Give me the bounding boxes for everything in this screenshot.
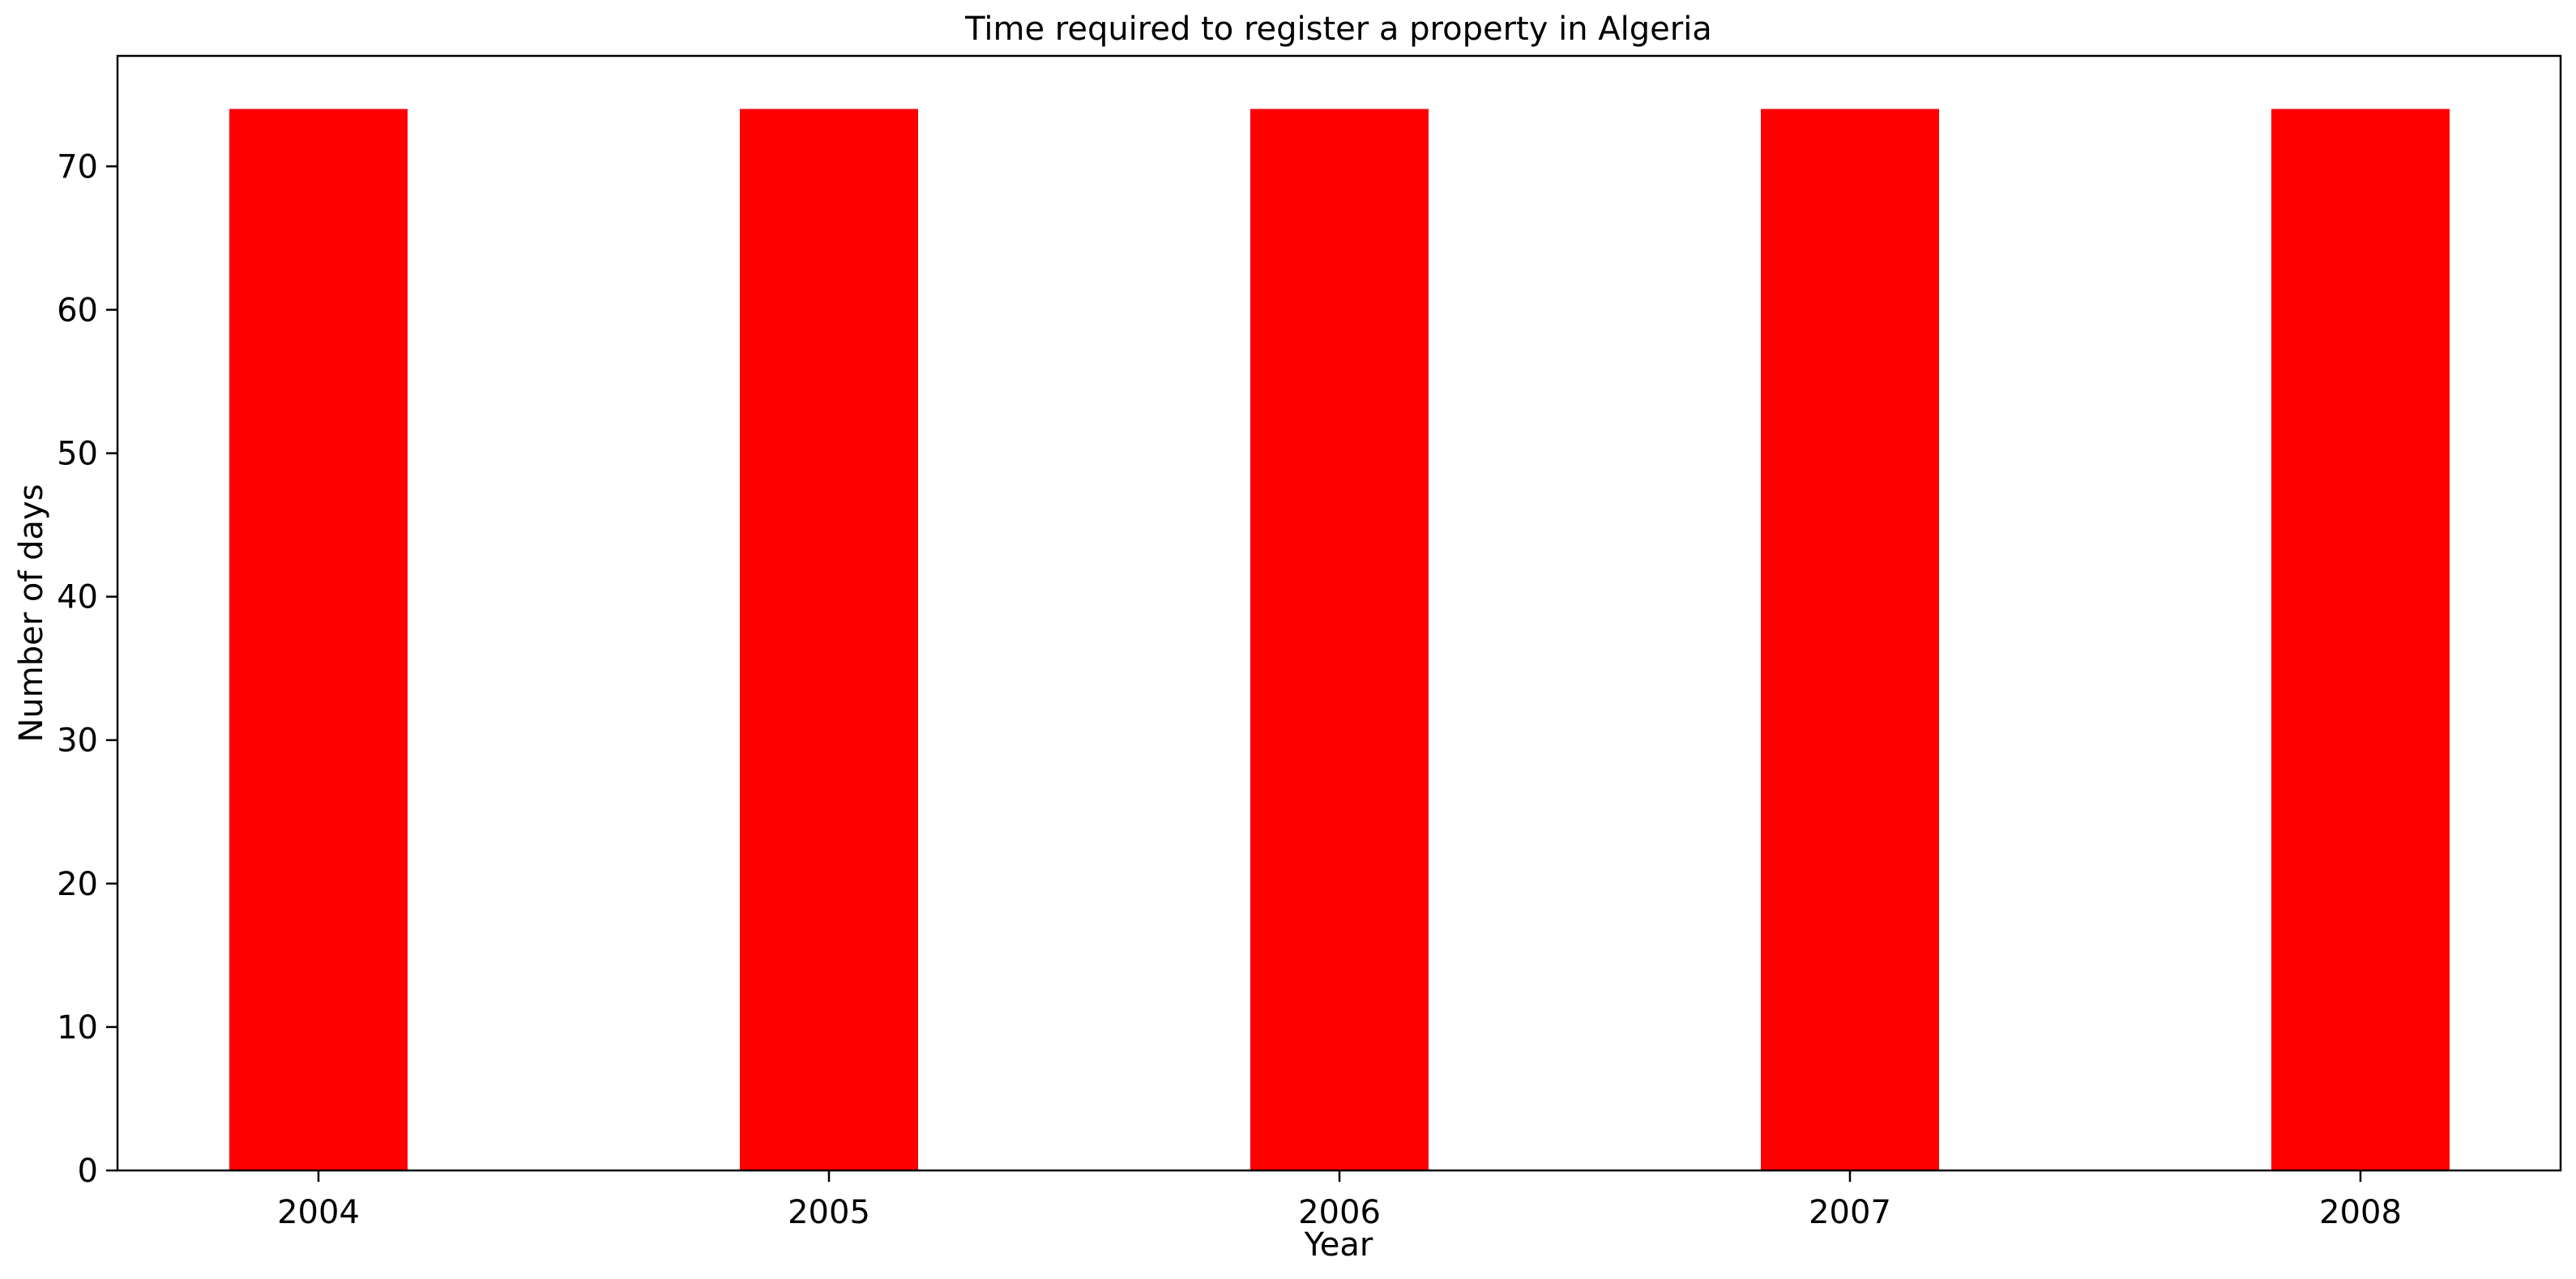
bars-group [229,109,2450,1170]
y-tick-label: 10 [57,1009,98,1047]
y-tick-label: 20 [57,866,98,903]
y-axis-label: Number of days [13,484,50,742]
bar-2007 [1761,109,1939,1170]
y-tick-label: 60 [57,292,98,329]
y-tick-label: 0 [78,1153,98,1190]
y-tick-label: 30 [57,723,98,760]
bar-2008 [2271,109,2450,1170]
x-tick-label: 2007 [1809,1194,1891,1231]
y-tick-label: 40 [57,579,98,616]
x-tick-label: 2005 [788,1194,870,1231]
x-axis: 2004 2005 2006 2007 2008 [277,1170,2402,1231]
x-tick-label: 2008 [2319,1194,2402,1231]
y-tick-label: 50 [57,436,98,473]
bar-2006 [1250,109,1429,1170]
y-tick-label: 70 [57,148,98,185]
x-tick-label: 2006 [1298,1194,1381,1231]
y-axis: 0 10 20 30 40 50 60 70 [57,148,117,1190]
x-tick-label: 2004 [277,1194,360,1231]
chart-title: Time required to register a property in … [964,11,1712,48]
x-axis-label: Year [1304,1226,1373,1264]
bar-2005 [740,109,918,1170]
bar-2004 [229,109,408,1170]
